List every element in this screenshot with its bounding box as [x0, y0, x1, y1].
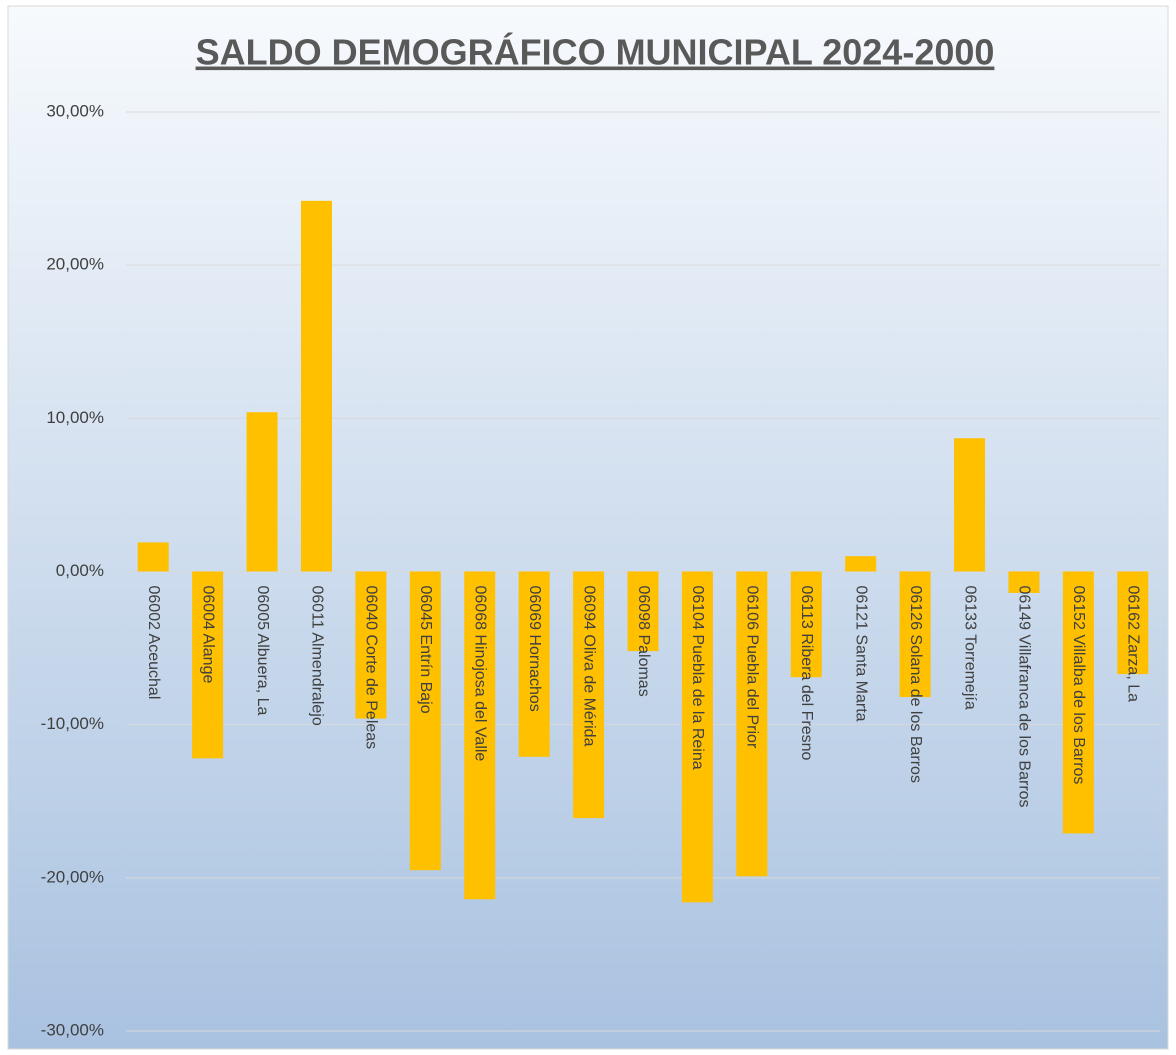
x-tick-label: 06040 Corte de Peleas: [363, 586, 380, 750]
bar: [192, 571, 224, 759]
x-tick-label: 06104 Puebla de la Reina: [689, 586, 706, 770]
bar: [1008, 571, 1040, 593]
chart-title: SALDO DEMOGRÁFICO MUNICIPAL 2024-2000: [196, 32, 995, 73]
y-tick-label: -20,00%: [41, 867, 104, 886]
bar: [954, 438, 986, 572]
bar: [355, 571, 387, 719]
y-tick-label: -10,00%: [41, 714, 104, 733]
bar: [409, 571, 441, 871]
x-tick-label: 06011 Almendralejo: [308, 586, 325, 726]
chart-area: [7, 5, 1169, 1050]
bar: [137, 542, 169, 572]
y-tick-label: 30,00%: [46, 101, 104, 120]
bar: [845, 556, 877, 572]
bar: [246, 412, 278, 572]
x-tick-label: 06045 Entrín Bajo: [417, 586, 434, 714]
x-tick-label: 06005 Albuera, La: [254, 586, 271, 716]
x-tick-label: 06004 Alange: [199, 586, 216, 684]
x-tick-label: 06162 Zarza, La: [1125, 586, 1142, 703]
bar: [790, 571, 822, 678]
x-tick-label: 06098 Palomas: [635, 586, 652, 697]
x-tick-label: 06113 Ribera del Fresno: [798, 586, 815, 761]
y-tick-label: -30,00%: [41, 1020, 104, 1039]
bar: [736, 571, 768, 877]
bar: [573, 571, 605, 819]
x-tick-label: 06094 Oliva de Mérida: [580, 586, 597, 747]
x-tick-label: 06068 Hinojosa del Valle: [472, 586, 489, 762]
x-tick-label: 06133 Torremejía: [961, 586, 978, 710]
x-tick-label: 06106 Puebla del Prior: [744, 586, 761, 749]
y-tick-label: 0,00%: [56, 561, 104, 580]
x-tick-label: 06069 Hornachos: [526, 586, 543, 712]
bar: [300, 200, 332, 572]
bar: [518, 571, 550, 757]
y-tick-label: 10,00%: [46, 408, 104, 427]
x-tick-label: 06121 Santa Marta: [852, 586, 869, 722]
bar: [1062, 571, 1094, 834]
x-tick-label: 06126 Solana de los Barros: [907, 586, 924, 783]
x-tick-label: 06149 Villafranca de los Barros: [1016, 586, 1033, 808]
bar: [899, 571, 931, 698]
bar: [464, 571, 496, 900]
bar: [681, 571, 713, 903]
bar: [1117, 571, 1149, 675]
x-tick-label: 06152 Villalba de los Barros: [1070, 586, 1087, 785]
y-tick-label: 20,00%: [46, 255, 104, 274]
x-tick-label: 06002 Aceuchal: [145, 586, 162, 700]
bar: [627, 571, 659, 652]
